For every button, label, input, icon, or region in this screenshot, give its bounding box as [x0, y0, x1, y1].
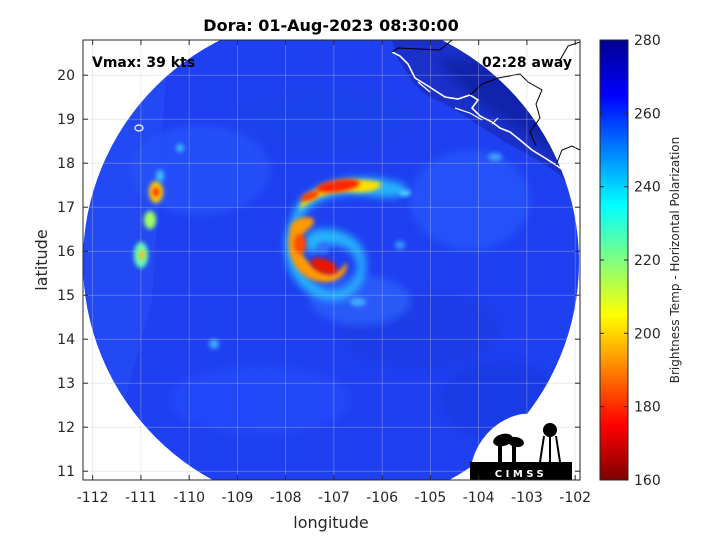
- colorbar-ticks: 160 180 200 220 240 260 280: [600, 33, 661, 489]
- y-tick-label: 17: [57, 200, 75, 216]
- cell-3: [209, 339, 219, 349]
- y-tick-label: 14: [57, 332, 75, 348]
- logo-dish-stand-2: [512, 446, 516, 462]
- cell-5: [395, 241, 405, 249]
- colorbar-tick-label: 160: [634, 473, 661, 489]
- y-tick-label: 19: [57, 112, 75, 128]
- logo-dish-2: [508, 436, 524, 448]
- logo-dish-stand: [498, 444, 502, 462]
- x-tick-label: -110: [173, 490, 205, 506]
- upper-band-yellow: [300, 179, 381, 210]
- y-tick-label: 18: [57, 156, 75, 172]
- logo-ground: [470, 462, 572, 480]
- colorbar-bar: [599, 39, 629, 481]
- colorbar-tick-label: 220: [634, 253, 661, 269]
- storm-eye: [317, 242, 329, 254]
- state-borders: [391, 40, 580, 166]
- cell-1: [399, 190, 411, 196]
- x-tick-label: -103: [511, 490, 543, 506]
- cimss-logo: CIMSS: [470, 413, 572, 480]
- upper-band-core-2: [300, 190, 320, 202]
- cell-4: [488, 153, 502, 161]
- y-tick-label: 13: [57, 376, 75, 392]
- inner-band-orange: [288, 217, 347, 283]
- x-tick-label: -108: [270, 490, 302, 506]
- y-axis: 11 12 13 14 15 16 17 18 19 20: [57, 68, 580, 480]
- colorbar-tick-label: 180: [634, 400, 661, 416]
- cell-2: [350, 298, 366, 306]
- y-tick-label: 12: [57, 420, 75, 436]
- x-tick-label: -105: [415, 490, 447, 506]
- logo-tower-legs: [539, 435, 561, 463]
- time-away-annotation: 02:28 away: [482, 55, 572, 71]
- plot-area: CIMSS: [83, 40, 580, 480]
- coastline: [391, 51, 580, 179]
- chart-title: Dora: 01-Aug-2023 08:30:00: [203, 16, 458, 35]
- cyclone-rainbands: [209, 153, 502, 349]
- western-cell-2: [144, 211, 156, 229]
- colorbar-tick-label: 240: [634, 180, 661, 196]
- x-tick-label: -106: [366, 490, 398, 506]
- y-tick-label: 16: [57, 244, 75, 260]
- western-cell-1-core: [153, 187, 159, 197]
- logo-text: CIMSS: [495, 469, 547, 480]
- inner-band-core: [310, 257, 338, 275]
- plot-frame: [82, 39, 581, 481]
- western-cell-5: [176, 144, 184, 152]
- colorbar-label: Brightness Temp - Horizontal Polarizatio…: [668, 137, 682, 384]
- colorbar-tick-label: 260: [634, 106, 661, 122]
- colorbar: 160 180 200 220 240 260 280 Brightness Temp - …: [599, 33, 682, 489]
- upper-band-core: [316, 179, 360, 193]
- logo-tower-tank: [543, 423, 557, 437]
- vmax-annotation: Vmax: 39 kts: [92, 55, 195, 71]
- logo-dish-1: [493, 433, 513, 447]
- inner-band-core-2: [294, 234, 306, 254]
- land-outline: [559, 41, 580, 61]
- colorbar-tick-label: 200: [634, 326, 661, 342]
- y-tick-label: 15: [57, 288, 75, 304]
- x-tick-label: -109: [222, 490, 254, 506]
- x-tick-label: -104: [463, 490, 495, 506]
- western-cell-4: [156, 170, 164, 182]
- x-tick-label: -102: [559, 490, 591, 506]
- x-tick-label: -111: [125, 490, 157, 506]
- western-cell-3-core: [139, 250, 145, 260]
- x-axis-label: longitude: [293, 513, 368, 532]
- x-tick-label: -112: [77, 490, 109, 506]
- y-tick-label: 20: [57, 68, 75, 84]
- western-cells: [134, 144, 184, 268]
- y-axis-label: latitude: [32, 229, 51, 290]
- y-tick-label: 11: [57, 464, 75, 480]
- outer-band-cyan: [285, 177, 407, 301]
- x-axis: -112 -111 -110 -109 -108 -107 -106 -105 -104 -103…: [77, 40, 591, 506]
- island-clarion: [134, 124, 144, 132]
- swath: [83, 40, 579, 480]
- x-tick-label: -107: [318, 490, 350, 506]
- colorbar-tick-label: 280: [634, 33, 661, 49]
